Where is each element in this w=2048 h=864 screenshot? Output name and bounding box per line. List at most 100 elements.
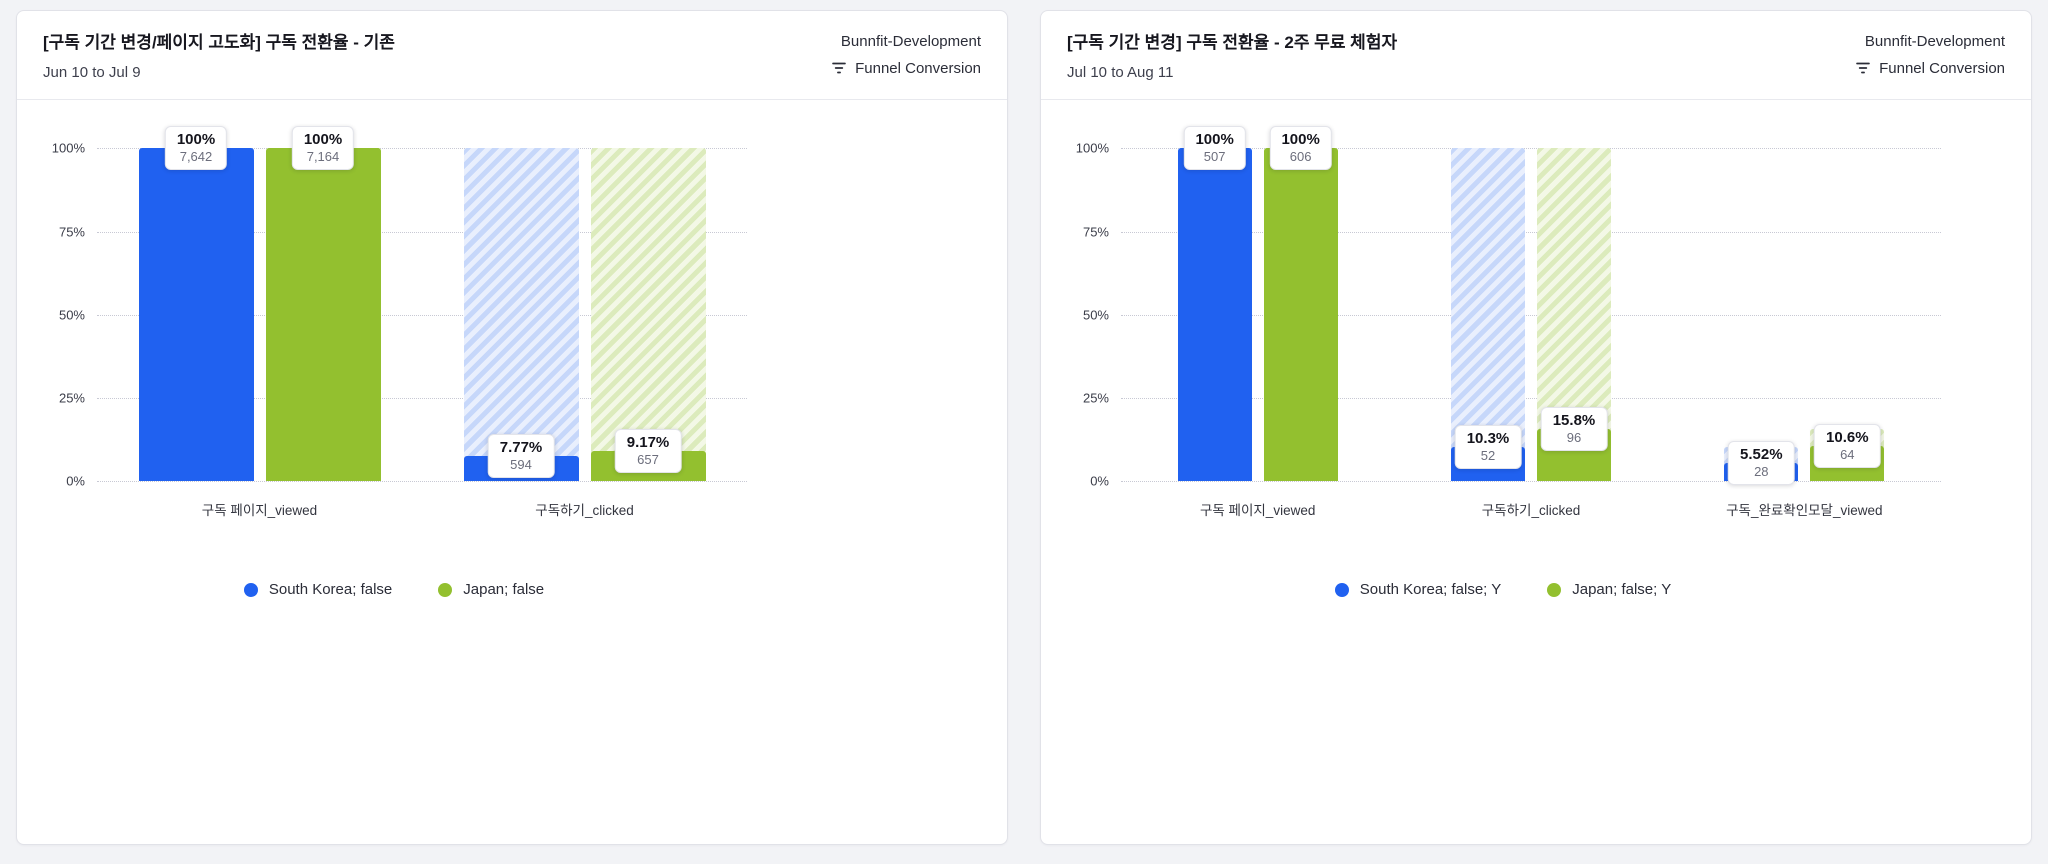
y-axis-tick: 0%	[66, 473, 85, 489]
funnel-bar-previous-step[interactable]	[463, 148, 579, 482]
value-label: 100% 606	[1269, 126, 1332, 171]
value-label: 5.52% 28	[1728, 441, 1795, 486]
legend-label: Japan; false	[463, 581, 545, 599]
card-header: [구독 기간 변경/페이지 고도화] 구독 전환율 - 기존 Jun 10 to…	[17, 11, 1007, 101]
bar-groups: 100% 507 100% 606 구독 페이지_viewed 10.3% 52 15.8% 9…	[1121, 126, 1941, 518]
legend-item[interactable]: Japan; false	[438, 581, 544, 598]
legend-label: South Korea; false	[268, 581, 393, 599]
y-axis: 100% 75% 50% 25% 0%	[41, 141, 97, 489]
x-axis-category-label: 구독하기_clicked	[535, 503, 634, 519]
conversion-percent: 9.17%	[626, 433, 670, 451]
conversion-count: 7,642	[179, 149, 213, 165]
legend-color-dot	[1547, 582, 1562, 597]
conversion-percent: 100%	[1281, 131, 1320, 149]
conversion-percent: 10.3%	[1466, 430, 1510, 448]
funnel-bar[interactable]	[265, 148, 381, 482]
y-axis-tick: 25%	[58, 390, 85, 406]
legend-item[interactable]: Japan; false; Y	[1547, 581, 1671, 598]
plot-area: 100% 507 100% 606 구독 페이지_viewed 10.3% 52 15.8% 9…	[1121, 126, 1941, 518]
funnel-step: 7.77% 594 9.17% 657 구독하기_clicked	[422, 148, 747, 518]
y-axis: 100% 75% 50% 25% 0%	[1065, 141, 1121, 489]
legend: South Korea; false Japan; false	[41, 581, 747, 598]
conversion-percent: 100%	[303, 131, 343, 149]
plot-area: 100% 7,642 100% 7,164 구독 페이지_viewed 7.77% 594 9…	[97, 126, 747, 518]
y-axis-tick: 50%	[58, 307, 85, 323]
conversion-percent: 10.6%	[1826, 429, 1869, 447]
conversion-percent: 15.8%	[1552, 411, 1596, 429]
funnel-step: 100% 7,642 100% 7,164 구독 페이지_viewed	[97, 126, 422, 518]
funnel-bar[interactable]	[1177, 148, 1252, 482]
legend-item[interactable]: South Korea; false	[243, 581, 393, 599]
project-name: Bunnfit-Development	[1864, 33, 2005, 50]
value-label: 100% 7,164	[291, 126, 355, 171]
chart-type: Funnel Conversion	[1854, 59, 2005, 77]
funnel-bar[interactable]	[1263, 148, 1338, 482]
y-axis-tick: 100%	[51, 140, 85, 156]
conversion-count: 64	[1840, 447, 1855, 463]
funnel-chart: 100% 75% 50% 25% 0% 100% 7,642 100% 7,164 구독 페이지…	[41, 126, 983, 518]
legend-color-dot	[1334, 582, 1349, 597]
card-header-left: [구독 기간 변경] 구독 전환율 - 2주 무료 체험자 Jul 10 to …	[1067, 33, 1397, 81]
chart-card: [구독 기간 변경] 구독 전환율 - 2주 무료 체험자 Jul 10 to …	[1040, 10, 2032, 845]
conversion-count: 96	[1566, 429, 1582, 445]
legend-color-dot	[438, 582, 453, 597]
chart-section: 100% 75% 50% 25% 0% 100% 7,642 100% 7,164 구독 페이지…	[17, 100, 1007, 598]
chart-card: [구독 기간 변경/페이지 고도화] 구독 전환율 - 기존 Jun 10 to…	[16, 10, 1008, 845]
card-header-left: [구독 기간 변경/페이지 고도화] 구독 전환율 - 기존 Jun 10 to…	[43, 33, 395, 81]
funnel-icon	[830, 59, 848, 77]
x-axis-category-label: 구독_완료확인모달_viewed	[1726, 503, 1883, 519]
chart-type: Funnel Conversion	[830, 59, 981, 77]
x-axis-category-label: 구독 페이지_viewed	[1199, 503, 1316, 519]
gridline	[97, 314, 747, 316]
legend-label: South Korea; false; Y	[1359, 581, 1502, 599]
card-header-right: Bunnfit-Development Funnel Conversion	[810, 33, 981, 77]
card-header: [구독 기간 변경] 구독 전환율 - 2주 무료 체험자 Jul 10 to …	[1041, 11, 2031, 101]
legend-color-dot	[243, 582, 258, 597]
y-axis-tick: 50%	[1082, 307, 1109, 323]
y-axis-tick: 25%	[1082, 390, 1109, 406]
gridline	[1121, 148, 1941, 150]
funnel-bar[interactable]	[138, 148, 254, 482]
conversion-percent: 100%	[1195, 131, 1234, 149]
chart-title[interactable]: [구독 기간 변경/페이지 고도화] 구독 전환율 - 기존	[43, 33, 395, 52]
chart-title[interactable]: [구독 기간 변경] 구독 전환율 - 2주 무료 체험자	[1067, 33, 1398, 52]
funnel-icon	[1854, 59, 1872, 77]
y-axis-tick: 0%	[1090, 473, 1109, 489]
chart-type-label: Funnel Conversion	[855, 59, 981, 77]
value-label: 100% 7,642	[164, 126, 228, 171]
funnel-step: 5.52% 28 10.6% 64 구독_완료확인모달_viewed	[1668, 148, 1941, 518]
bar-groups: 100% 7,642 100% 7,164 구독 페이지_viewed 7.77% 594 9…	[97, 126, 747, 518]
chart-section: 100% 75% 50% 25% 0% 100% 507 100% 606 구독 페이지_vie…	[1041, 100, 2031, 598]
conversion-count: 28	[1754, 464, 1769, 480]
gridline	[97, 231, 747, 233]
legend-label: Japan; false; Y	[1572, 581, 1672, 599]
conversion-count: 606	[1289, 149, 1312, 165]
legend-item[interactable]: South Korea; false; Y	[1334, 581, 1502, 599]
value-label: 10.6% 64	[1814, 424, 1881, 469]
conversion-percent: 100%	[176, 131, 216, 149]
value-label: 100% 507	[1183, 126, 1246, 171]
card-header-right: Bunnfit-Development Funnel Conversion	[1834, 33, 2005, 77]
gridline	[1121, 314, 1941, 316]
gridline	[1121, 398, 1941, 400]
x-axis-category-label: 구독 페이지_viewed	[201, 503, 318, 519]
conversion-count: 594	[510, 456, 532, 472]
value-label: 9.17% 657	[614, 428, 682, 473]
funnel-step: 10.3% 52 15.8% 96 구독하기_clicked	[1394, 148, 1667, 518]
date-range: Jun 10 to Jul 9	[43, 64, 141, 82]
funnel-chart: 100% 75% 50% 25% 0% 100% 507 100% 606 구독 페이지_vie…	[1065, 126, 2007, 518]
gridline	[97, 148, 747, 150]
value-label: 10.3% 52	[1454, 425, 1522, 470]
date-range: Jul 10 to Aug 11	[1067, 64, 1174, 82]
gridline	[1121, 231, 1941, 233]
legend: South Korea; false; Y Japan; false; Y	[1065, 581, 1941, 598]
conversion-percent: 5.52%	[1740, 446, 1783, 464]
y-axis-tick: 100%	[1075, 140, 1109, 156]
value-label: 7.77% 594	[487, 433, 555, 478]
gridline	[1121, 481, 1941, 483]
x-axis-category-label: 구독하기_clicked	[1481, 503, 1581, 519]
funnel-bar-previous-step[interactable]	[590, 148, 706, 482]
y-axis-tick: 75%	[1082, 224, 1109, 240]
project-name: Bunnfit-Development	[840, 33, 981, 50]
